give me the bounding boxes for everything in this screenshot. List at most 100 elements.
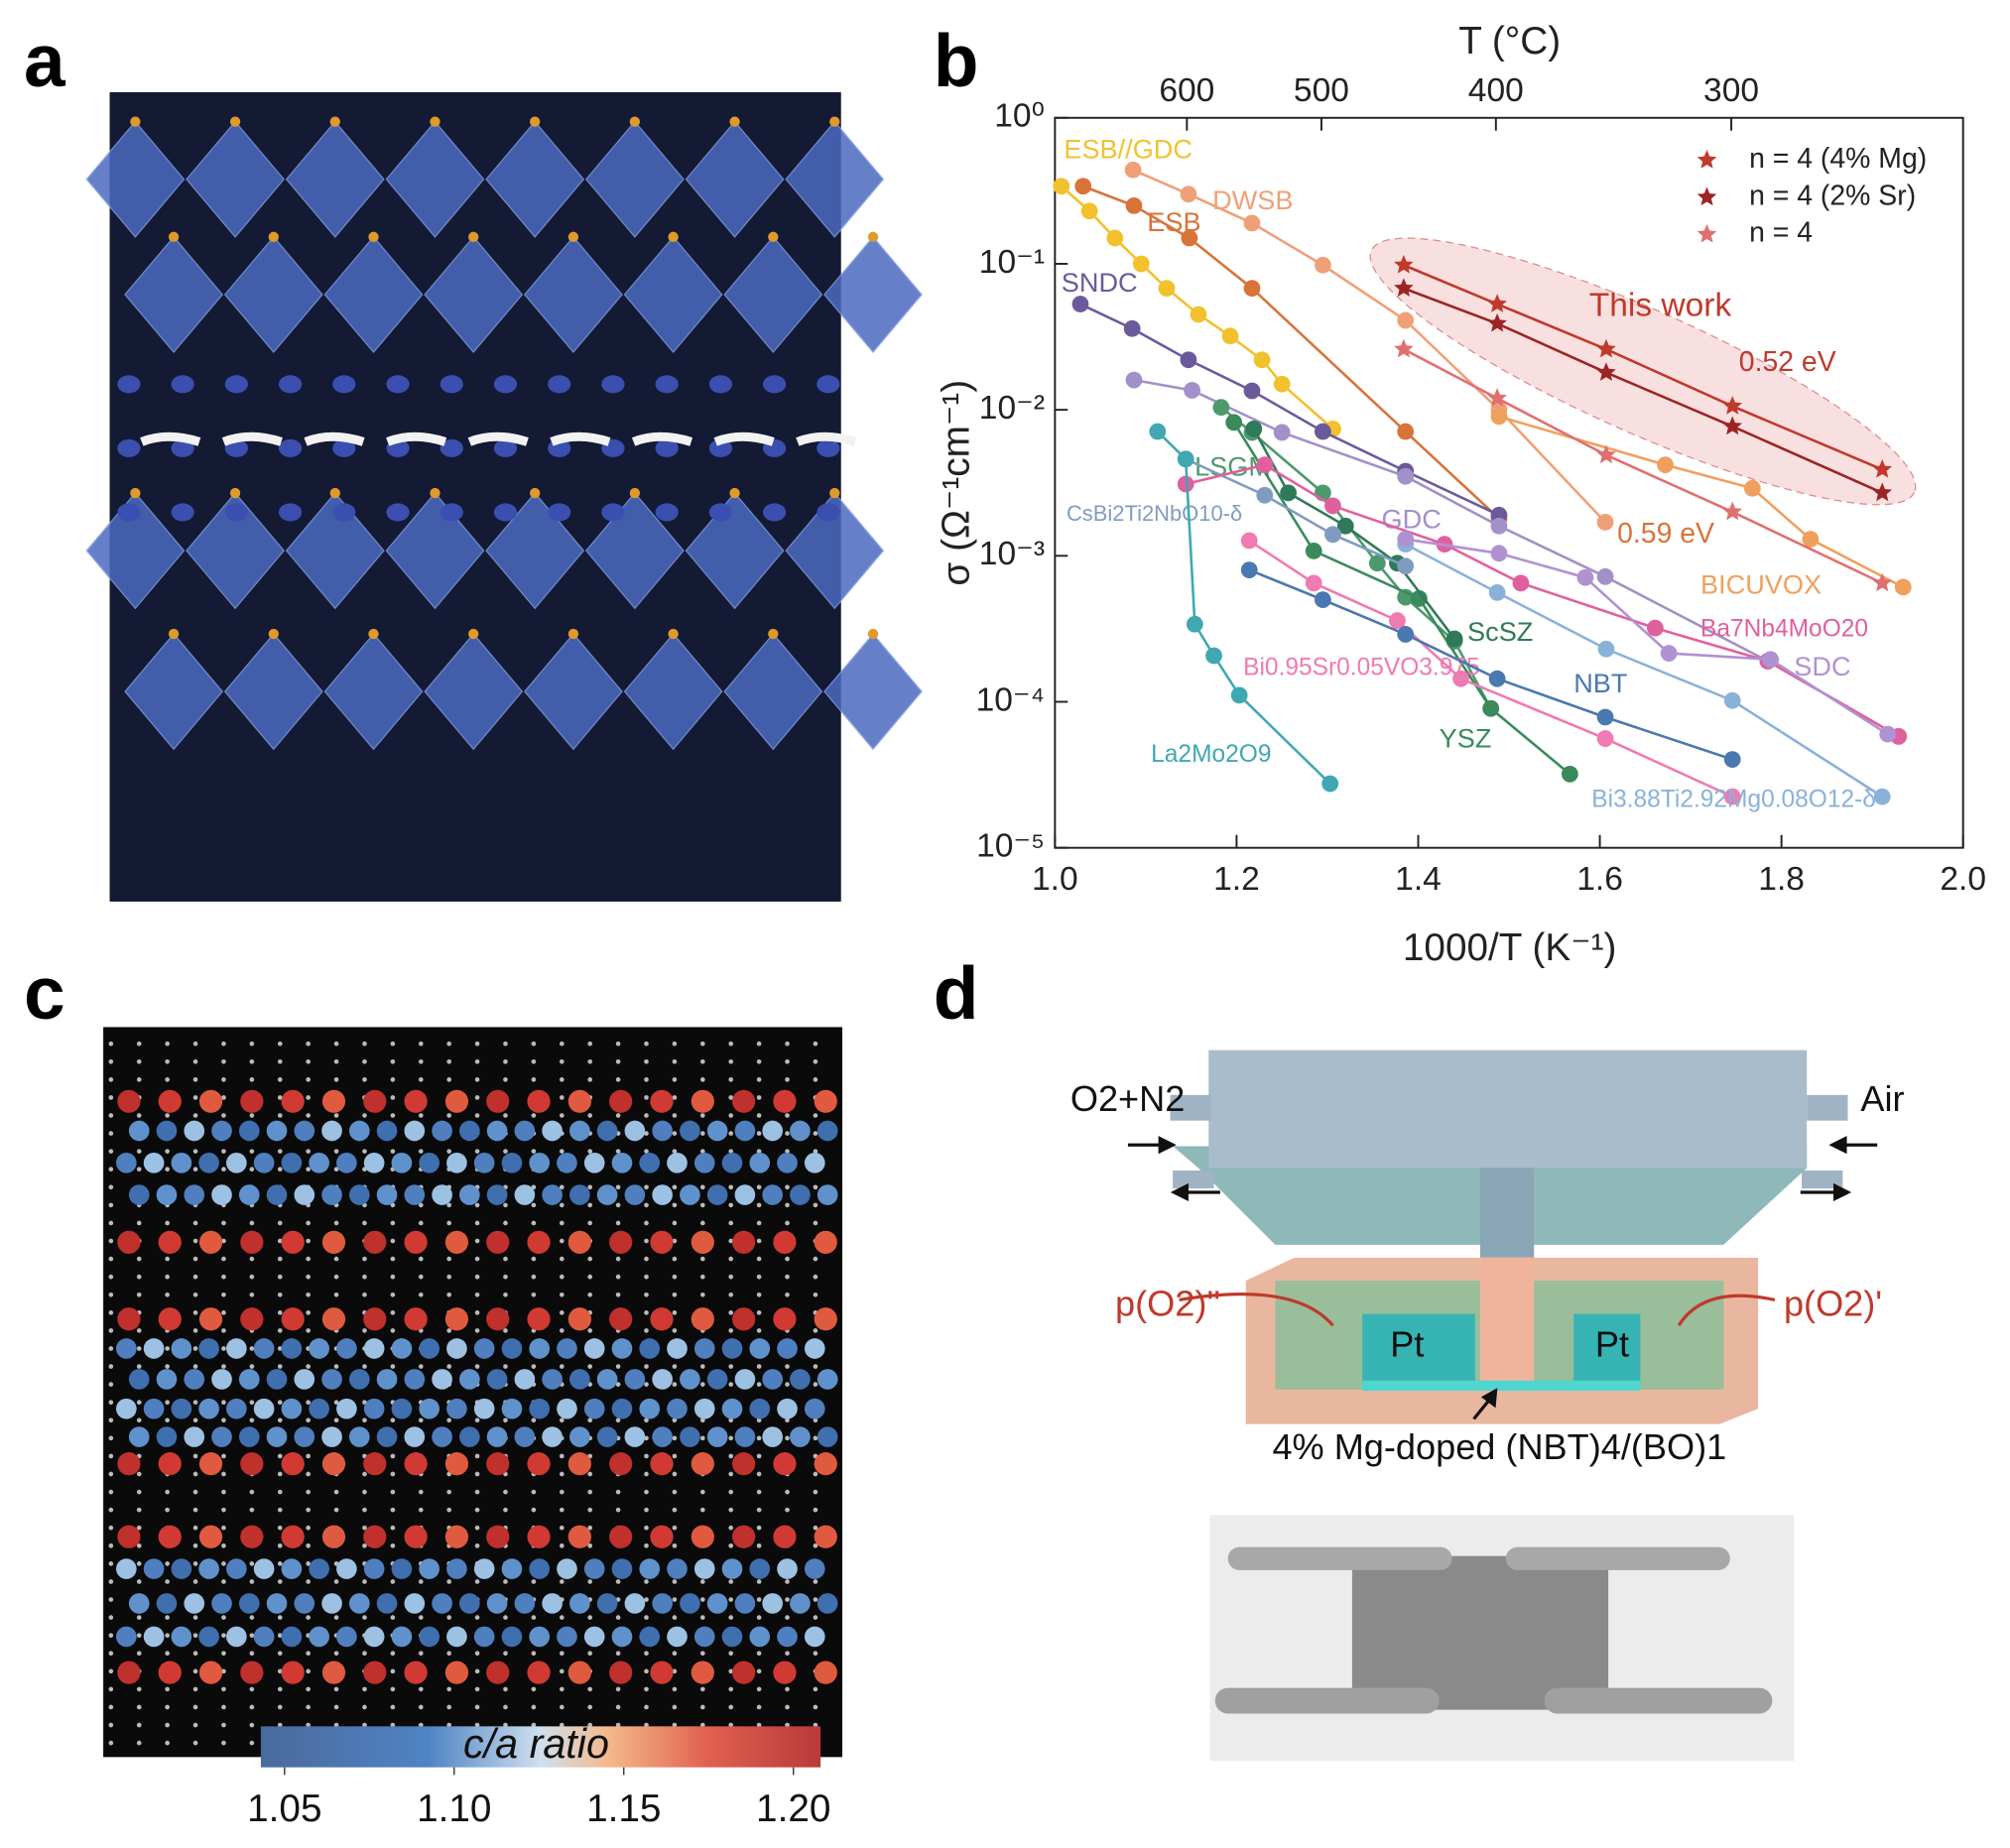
gas-port [1807, 1094, 1848, 1121]
atom-dot [813, 1542, 818, 1548]
atom-column [790, 1184, 811, 1205]
atom-dot [559, 1238, 565, 1244]
atom-dot [644, 1651, 649, 1657]
atom-dot [306, 1220, 311, 1226]
atom-column [609, 1089, 633, 1113]
atom-column [557, 1398, 577, 1419]
separator [1479, 1168, 1535, 1258]
atom-column [158, 1307, 182, 1331]
atom-column [321, 1120, 342, 1142]
atom-column [459, 1426, 480, 1447]
atom-column [116, 1626, 137, 1648]
atom-dot [277, 1041, 283, 1047]
atom-column [734, 1369, 756, 1390]
atom-dot [644, 1041, 649, 1047]
arrows [1127, 1136, 1878, 1420]
atom-dot [333, 1651, 339, 1657]
atom [768, 231, 779, 243]
point [1445, 630, 1463, 648]
atom-dot [362, 1274, 367, 1280]
atom-dot [644, 1274, 649, 1280]
atom-dot [785, 1131, 790, 1136]
atom-dot [559, 1202, 565, 1208]
atom-column [253, 1338, 275, 1359]
atom-dot [221, 1722, 226, 1728]
atom-column [814, 1661, 837, 1684]
atom-dot [474, 1651, 480, 1657]
atom-column [266, 1593, 288, 1614]
ion-trail [140, 431, 201, 446]
atom-dot [756, 1453, 762, 1459]
y-axis-label: σ (Ω⁻¹cm⁻¹) [936, 380, 978, 586]
octahedron [124, 633, 224, 751]
point [1053, 178, 1070, 195]
point [1305, 543, 1322, 559]
point [1314, 256, 1331, 274]
point [1180, 351, 1197, 369]
atom-column [184, 1426, 205, 1447]
colorbar-tick-label: 1.15 [586, 1787, 661, 1830]
atom-dot [699, 1184, 705, 1190]
atom-dot [136, 1740, 142, 1746]
atom-column [501, 1398, 523, 1419]
atom-dot [221, 1274, 226, 1280]
atom [440, 503, 463, 522]
y-tick-label: 10⁻⁴ [976, 681, 1045, 718]
atom-column [143, 1558, 165, 1579]
atom-column [609, 1230, 633, 1254]
atom-column [198, 1152, 219, 1173]
atom-dot [192, 1256, 198, 1262]
atom [548, 503, 571, 522]
point [1490, 545, 1508, 562]
atom-dot [503, 1686, 508, 1692]
atom-dot [136, 1722, 142, 1728]
atom-dot [559, 1489, 565, 1495]
atom-dot [333, 1058, 339, 1064]
atom-dot [362, 1149, 367, 1154]
atom-dot [728, 1489, 734, 1495]
atom-dot [756, 1435, 762, 1441]
atom-column [814, 1089, 837, 1113]
atom-column [680, 1369, 700, 1390]
atom-dot [221, 1292, 226, 1297]
atom-column [804, 1558, 825, 1579]
atom-dot [108, 1274, 114, 1280]
atom-dot [221, 1400, 226, 1406]
atom-column [557, 1558, 577, 1579]
atom-dot [813, 1364, 818, 1369]
point [1336, 517, 1354, 535]
series-line [1133, 378, 1900, 738]
atom-column [404, 1593, 426, 1614]
atom-dot [813, 1597, 818, 1602]
atom-dot [644, 1668, 649, 1674]
atom [629, 487, 641, 499]
atom-dot [615, 1113, 621, 1118]
atom [368, 628, 379, 640]
atom-dot [644, 1058, 649, 1064]
legend-marker [1696, 186, 1717, 206]
atom [168, 628, 180, 640]
atom-column [363, 1626, 385, 1648]
atom-column [652, 1120, 673, 1142]
octahedron [685, 492, 785, 610]
atom-column [404, 1230, 428, 1254]
atom-dot [756, 1489, 762, 1495]
atom-dot [136, 1579, 142, 1584]
atom-dot [136, 1292, 142, 1297]
atom-dot [728, 1095, 734, 1100]
atom-column [143, 1626, 165, 1648]
atom-dot [165, 1704, 170, 1710]
atom-dot [559, 1274, 565, 1280]
atom-column [749, 1338, 771, 1359]
atom-column [404, 1184, 426, 1205]
atom-dot [474, 1041, 480, 1047]
point [1597, 640, 1615, 658]
atom-dot [108, 1489, 114, 1495]
atom-dot [785, 1722, 790, 1728]
ion-trail [386, 431, 447, 446]
atom-dot [756, 1292, 762, 1297]
atom-column [804, 1338, 825, 1359]
atom-dot [362, 1113, 367, 1118]
atom-dot [756, 1525, 762, 1531]
